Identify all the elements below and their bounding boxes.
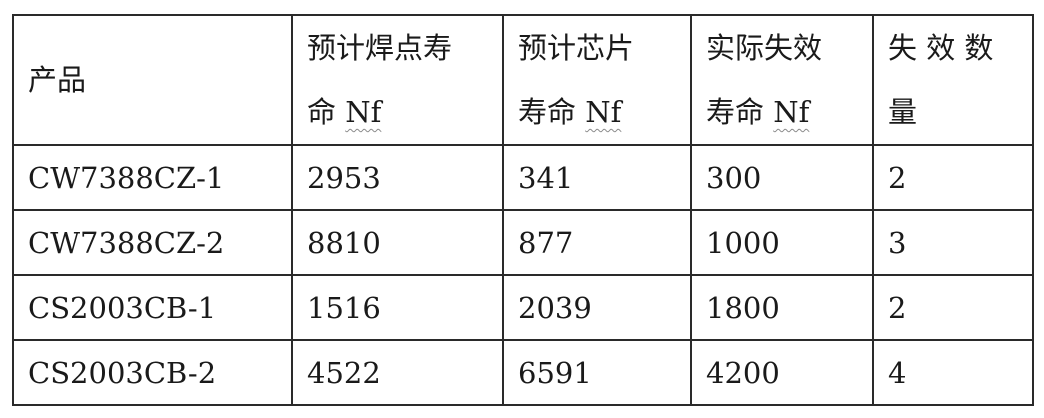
- header-text: 命: [307, 95, 346, 129]
- cell: 2: [872, 144, 1034, 211]
- cell: CS2003CB-2: [12, 339, 293, 406]
- cell: CW7388CZ-2: [12, 209, 293, 276]
- header-cell-failure-count: 失 效 数量: [872, 14, 1034, 146]
- header-cell-product: 产品: [12, 14, 293, 146]
- cell: CW7388CZ-1: [12, 144, 293, 211]
- cell: 300: [690, 144, 874, 211]
- cell: 2953: [291, 144, 504, 211]
- table-row: CW7388CZ-2 8810 877 1000 3: [12, 209, 1034, 276]
- cell: 1800: [690, 274, 874, 341]
- header-nf: Nf: [773, 95, 810, 129]
- header-nf: Nf: [345, 95, 382, 129]
- cell: 8810: [291, 209, 504, 276]
- cell: 341: [502, 144, 692, 211]
- cell: 6591: [502, 339, 692, 406]
- header-text: 实际失效: [706, 31, 823, 65]
- header-cell-predicted-chip-life: 预计芯片寿命 Nf: [502, 14, 692, 146]
- cell: 2: [872, 274, 1034, 341]
- cell: CS2003CB-1: [12, 274, 293, 341]
- table-row: CS2003CB-2 4522 6591 4200 4: [12, 339, 1034, 406]
- header-cell-predicted-solder-life: 预计焊点寿命 Nf: [291, 14, 504, 146]
- cell: 3: [872, 209, 1034, 276]
- header-text: 寿命: [706, 95, 774, 129]
- cell: 1000: [690, 209, 874, 276]
- header-text: 预计芯片: [518, 31, 635, 65]
- header-text: 产品: [28, 63, 87, 97]
- cell: 2039: [502, 274, 692, 341]
- data-table: 产品 预计焊点寿命 Nf 预计芯片 寿命 Nf 实际失效 寿命 Nf 失 效 数量 …: [12, 14, 1034, 406]
- cell: 877: [502, 209, 692, 276]
- table-row: CW7388CZ-1 2953 341 300 2: [12, 144, 1034, 211]
- cell: 4: [872, 339, 1034, 406]
- header-nf: Nf: [585, 95, 622, 129]
- cell: 4200: [690, 339, 874, 406]
- header-text: 量: [888, 95, 918, 129]
- table-row: CS2003CB-1 1516 2039 1800 2: [12, 274, 1034, 341]
- cell: 1516: [291, 274, 504, 341]
- cell: 4522: [291, 339, 504, 406]
- header-row: 产品 预计焊点寿命 Nf 预计芯片寿命 Nf 实际失效寿命 Nf 失 效 数量: [12, 14, 1034, 146]
- header-cell-actual-failure-life: 实际失效寿命 Nf: [690, 14, 874, 146]
- header-text: 寿命: [518, 95, 586, 129]
- header-text: 预计焊点寿: [307, 31, 453, 65]
- header-text: 失 效 数: [888, 31, 994, 65]
